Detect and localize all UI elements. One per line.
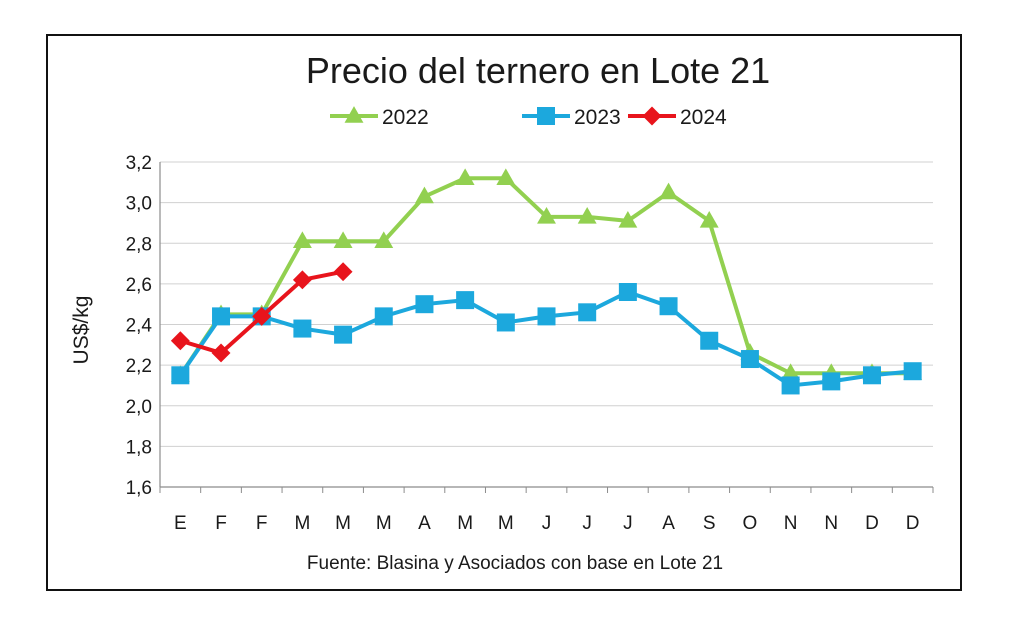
data-point-2023: [212, 307, 231, 326]
legend-marker: [344, 106, 364, 123]
data-point-2023: [700, 331, 719, 350]
x-tick-label: J: [582, 513, 592, 534]
x-tick-label: D: [865, 513, 879, 534]
legend-entry-2024: 2024: [628, 106, 727, 129]
data-point-2023: [537, 307, 556, 326]
source-note: Fuente: Blasina y Asociados con base en …: [307, 553, 723, 574]
series-2024: [170, 262, 353, 363]
x-tick-label: N: [784, 513, 798, 534]
x-tick-label: M: [457, 513, 473, 534]
data-point-2023: [781, 376, 800, 395]
data-point-2023: [171, 366, 190, 385]
x-tick-label: J: [542, 513, 552, 534]
data-point-2022: [414, 186, 434, 204]
data-point-2022: [659, 182, 679, 200]
x-tick-label: M: [376, 513, 392, 534]
y-tick-label: 1,6: [126, 478, 152, 499]
data-point-2023: [496, 313, 515, 332]
y-tick-label: 2,4: [126, 316, 153, 337]
data-point-2023: [374, 307, 393, 326]
data-point-2024: [252, 306, 272, 326]
x-tick-label: M: [294, 513, 310, 534]
data-point-2023: [293, 319, 312, 338]
data-point-2022: [781, 363, 801, 380]
legend-label: 2024: [680, 106, 727, 129]
x-tick-label: O: [743, 513, 758, 534]
legend: 2022 2023 2024: [330, 106, 727, 129]
x-tick-label: A: [662, 513, 675, 534]
y-axis-label: US$/kg: [70, 296, 93, 365]
gridlines: [160, 161, 933, 447]
data-point-2022: [374, 231, 394, 248]
data-point-2023: [334, 325, 353, 344]
x-tick-label: S: [703, 513, 716, 534]
legend-entry-2023: 2023: [522, 106, 621, 129]
x-tick-label: M: [335, 513, 351, 534]
series-2022: [170, 168, 923, 383]
data-point-2024: [170, 331, 190, 351]
data-point-2023: [415, 295, 434, 314]
chart-frame: [46, 34, 962, 591]
data-point-2023: [740, 350, 759, 369]
series-2023: [171, 283, 922, 395]
x-tick-label: F: [256, 513, 268, 534]
data-point-2022: [333, 231, 353, 248]
y-tick-labels: 1,6 1,8 2,0 2,2 2,4 2,6 2,8 3,0 3,2: [126, 153, 153, 499]
x-tick-label: A: [418, 513, 431, 534]
y-tick-label: 2,8: [126, 234, 152, 255]
y-tick-label: 1,8: [126, 437, 152, 458]
data-point-2023: [822, 372, 841, 391]
y-tick-label: 2,6: [126, 275, 152, 296]
y-tick-label: 2,2: [126, 356, 152, 377]
legend-label: 2023: [574, 106, 621, 129]
data-point-2024: [211, 343, 231, 363]
data-point-2024: [292, 270, 312, 290]
data-point-2023: [618, 283, 637, 301]
data-point-2023: [659, 297, 678, 316]
data-point-2023: [578, 303, 597, 322]
x-tick-label: N: [824, 513, 838, 534]
data-point-2022: [292, 231, 312, 248]
data-point-2023: [903, 362, 922, 381]
x-tick-label: E: [174, 513, 187, 534]
data-point-2023: [456, 291, 475, 310]
data-point-2022: [496, 168, 516, 185]
x-tick-label: D: [906, 513, 920, 534]
data-point-2022: [618, 211, 638, 228]
x-tick-label: M: [498, 513, 514, 534]
y-tick-label: 3,0: [126, 194, 152, 215]
legend-entry-2022: 2022: [330, 106, 429, 129]
y-tick-label: 3,2: [126, 153, 152, 174]
chart-title: Precio del ternero en Lote 21: [306, 50, 770, 91]
data-point-2022: [699, 211, 719, 228]
data-point-2024: [333, 262, 353, 282]
axes: [159, 162, 934, 493]
y-tick-label: 2,0: [126, 397, 152, 418]
data-point-2022: [455, 168, 475, 185]
x-tick-label: J: [623, 513, 633, 534]
x-tick-label: F: [215, 513, 227, 534]
data-point-2022: [537, 206, 556, 224]
series-layer: [170, 168, 923, 395]
legend-marker: [642, 106, 662, 126]
data-point-2022: [577, 206, 597, 224]
legend-label: 2022: [382, 106, 429, 129]
legend-marker: [537, 107, 555, 125]
data-point-2023: [862, 366, 881, 385]
